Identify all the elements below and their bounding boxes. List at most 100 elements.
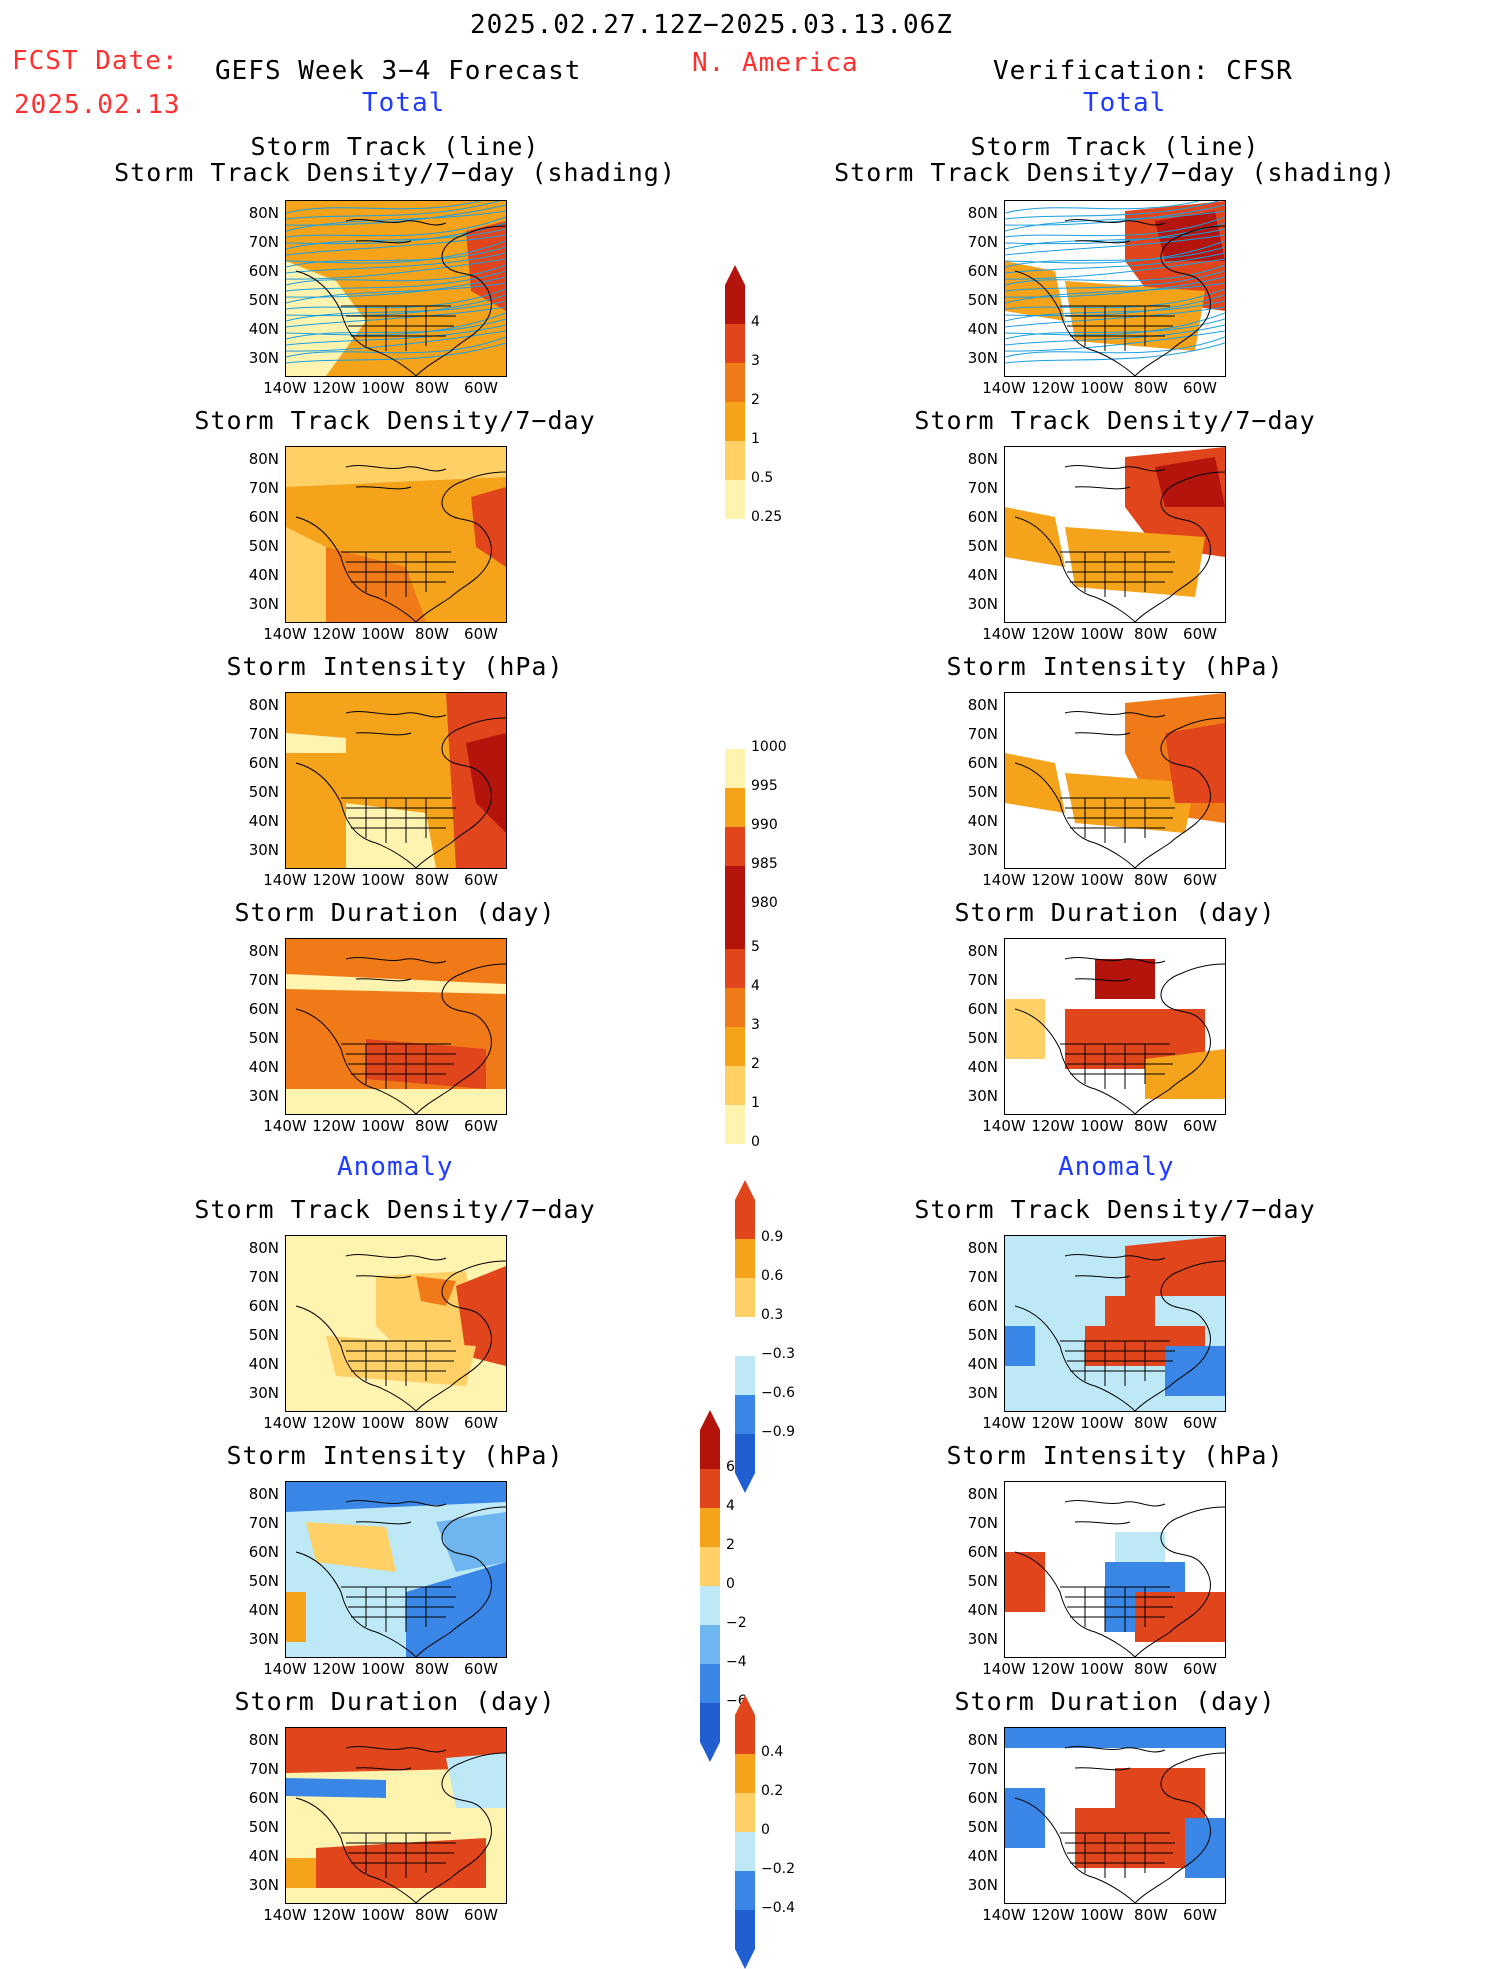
colorbar-segment bbox=[725, 866, 745, 905]
lat-tick-label: 30N bbox=[967, 1876, 998, 1894]
map-image bbox=[286, 201, 506, 376]
colorbar-label: 0.3 bbox=[761, 1307, 784, 1323]
storm-track-line bbox=[286, 201, 482, 214]
lat-tick-label: 80N bbox=[967, 942, 998, 960]
lat-tick-label: 60N bbox=[967, 262, 998, 280]
lat-tick-label: 70N bbox=[248, 725, 279, 743]
lon-tick-label: 100W bbox=[361, 871, 405, 889]
shading-region bbox=[1005, 1552, 1045, 1612]
coastline bbox=[341, 1043, 456, 1089]
colorbar-segment bbox=[735, 1910, 755, 1949]
title-l6: Storm Intensity (hPa) bbox=[226, 1441, 564, 1470]
title-r2: Storm Track Density/7−day bbox=[914, 406, 1316, 435]
coastline bbox=[1060, 1340, 1175, 1386]
lon-tick-label: 60W bbox=[464, 379, 498, 397]
shading-region bbox=[466, 733, 506, 833]
lon-tick-label: 140W bbox=[263, 1414, 307, 1432]
colorbar-density-anom bbox=[735, 1180, 755, 1493]
lon-tick-label: 140W bbox=[982, 1660, 1026, 1678]
storm-track-line bbox=[1005, 201, 1220, 220]
section-total-left: Total bbox=[362, 88, 446, 118]
coastline bbox=[345, 465, 447, 490]
storm-track-line bbox=[1005, 276, 1225, 298]
colorbar-segment bbox=[725, 1144, 745, 1183]
colorbar-label: 0.6 bbox=[761, 1268, 784, 1284]
lat-tick-label: 30N bbox=[967, 349, 998, 367]
lat-tick-label: 70N bbox=[967, 1760, 998, 1778]
lat-tick-label: 70N bbox=[967, 1268, 998, 1286]
coastline bbox=[345, 957, 447, 982]
colorbar-segment bbox=[725, 910, 745, 949]
coastline bbox=[1060, 1832, 1175, 1878]
coastline bbox=[1014, 225, 1225, 376]
map-image bbox=[286, 693, 506, 868]
lat-tick-label: 80N bbox=[248, 942, 279, 960]
lat-tick-label: 80N bbox=[248, 450, 279, 468]
storm-track-line bbox=[286, 264, 506, 286]
shading-region bbox=[1005, 1788, 1045, 1848]
colorbar-segment bbox=[700, 1664, 720, 1703]
shading-region bbox=[286, 1482, 506, 1512]
colorbar-label: 995 bbox=[751, 778, 778, 794]
map-image bbox=[286, 1236, 506, 1411]
lon-tick-label: 120W bbox=[1031, 1117, 1075, 1135]
lon-tick-label: 80W bbox=[1134, 871, 1168, 889]
colorbar-label: −0.4 bbox=[761, 1900, 795, 1916]
lon-tick-label: 100W bbox=[361, 1660, 405, 1678]
section-anomaly-right: Anomaly bbox=[1058, 1152, 1175, 1182]
storm-track-line bbox=[286, 282, 506, 304]
lat-tick-label: 80N bbox=[248, 1239, 279, 1257]
colorbar-label: 1 bbox=[751, 1095, 760, 1111]
colorbar-segment bbox=[700, 1508, 720, 1547]
shading-region bbox=[416, 1276, 456, 1306]
lat-tick-label: 40N bbox=[248, 320, 279, 338]
storm-track-line bbox=[286, 312, 506, 336]
lon-tick-label: 100W bbox=[1080, 1660, 1124, 1678]
colorbar-segment bbox=[725, 988, 745, 1027]
map-panel bbox=[285, 1481, 507, 1658]
shading-region bbox=[306, 1522, 396, 1572]
storm-track-line bbox=[1005, 201, 1201, 214]
storm-track-line bbox=[286, 216, 506, 238]
shading-region bbox=[1005, 507, 1065, 567]
lon-tick-label: 80W bbox=[1134, 1660, 1168, 1678]
lon-tick-label: 140W bbox=[982, 1117, 1026, 1135]
lat-tick-label: 30N bbox=[248, 595, 279, 613]
lon-tick-label: 120W bbox=[312, 625, 356, 643]
coastline bbox=[1014, 471, 1225, 622]
colorbar-label: 1 bbox=[751, 431, 760, 447]
title-l1a: Storm Track (line) bbox=[250, 132, 540, 161]
storm-track-line bbox=[1005, 234, 1225, 256]
colorbar-label: 0 bbox=[751, 1134, 760, 1150]
colorbar-segment bbox=[735, 1754, 755, 1793]
storm-track-line bbox=[1005, 240, 1225, 264]
storm-track-line bbox=[286, 330, 506, 352]
map-panel bbox=[1004, 1235, 1226, 1412]
colorbar-duration-anom bbox=[735, 1695, 755, 1969]
colorbar-segment bbox=[700, 1586, 720, 1625]
storm-track-line bbox=[1005, 258, 1225, 280]
lat-tick-label: 80N bbox=[967, 696, 998, 714]
coastline bbox=[1060, 305, 1175, 351]
colorbar-label: 2 bbox=[751, 1056, 760, 1072]
lon-tick-label: 100W bbox=[1080, 1414, 1124, 1432]
colorbar-label: 990 bbox=[751, 817, 778, 833]
colorbar-duration-total bbox=[725, 890, 745, 1203]
title-l3: Storm Intensity (hPa) bbox=[226, 652, 564, 681]
lat-tick-label: 50N bbox=[248, 537, 279, 555]
map-panel bbox=[285, 692, 507, 869]
shading-region bbox=[326, 547, 426, 622]
lat-tick-label: 70N bbox=[248, 971, 279, 989]
colorbar-segment bbox=[700, 1625, 720, 1664]
verification-label: Verification: CFSR bbox=[993, 56, 1293, 86]
lon-tick-label: 120W bbox=[312, 1414, 356, 1432]
colorbar-label: 0 bbox=[761, 1822, 770, 1838]
storm-track-line bbox=[1005, 312, 1225, 336]
lat-tick-label: 30N bbox=[967, 595, 998, 613]
map-panel bbox=[285, 446, 507, 623]
lon-tick-label: 60W bbox=[1183, 1117, 1217, 1135]
colorbar-label: 0.25 bbox=[751, 509, 783, 525]
lon-tick-label: 80W bbox=[415, 1414, 449, 1432]
storm-track-line bbox=[286, 246, 506, 268]
colorbar-segment bbox=[725, 749, 745, 788]
